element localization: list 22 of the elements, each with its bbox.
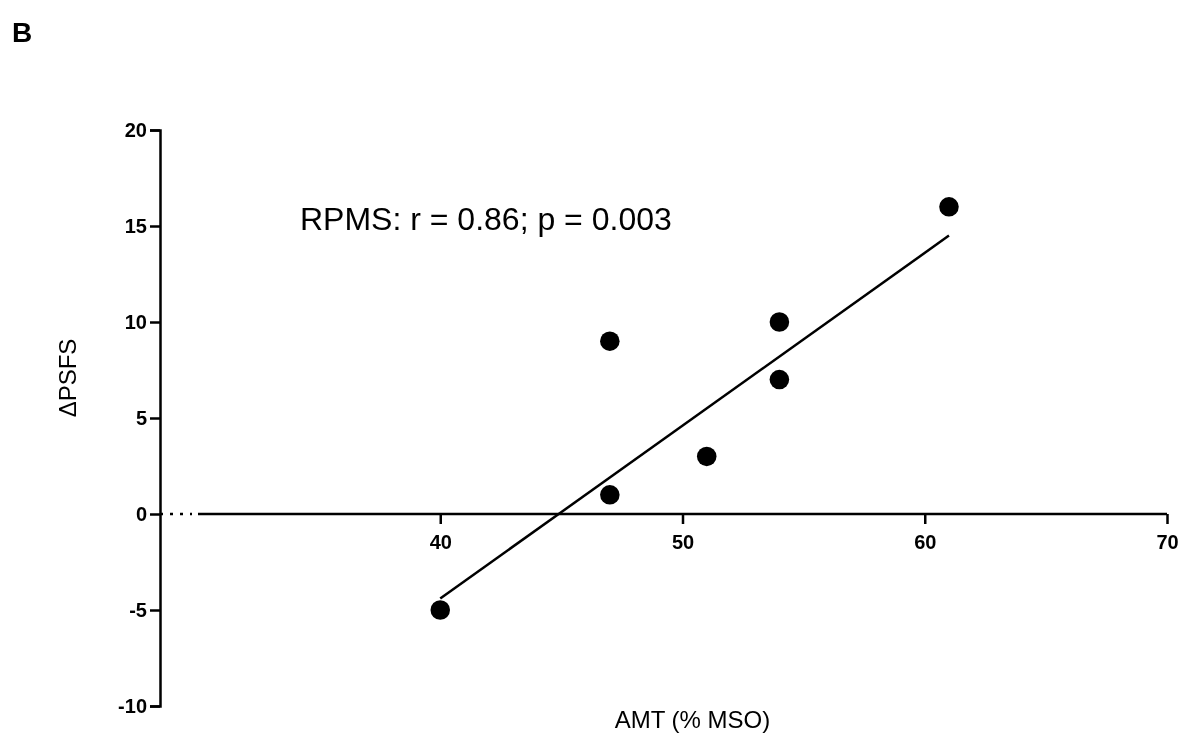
chart-title: B bbox=[12, 17, 33, 48]
point bbox=[696, 446, 717, 467]
x-tick-label: 40 bbox=[429, 531, 452, 553]
point bbox=[600, 485, 620, 505]
point bbox=[769, 312, 790, 332]
y-tick-label: -10 bbox=[118, 694, 147, 717]
y-tick-label: -5 bbox=[129, 598, 147, 621]
x-tick-label: 60 bbox=[914, 531, 937, 553]
y-tick-label: 15 bbox=[124, 214, 147, 237]
annotation: RPMS: r = 0.86; p = 0.003 bbox=[300, 201, 672, 237]
point bbox=[600, 331, 620, 351]
y-tick-label: 20 bbox=[124, 118, 147, 141]
x-tick-label: 50 bbox=[671, 531, 695, 553]
y-tick-label: 0 bbox=[135, 502, 147, 525]
point bbox=[769, 369, 790, 390]
y-tick-label: 10 bbox=[124, 310, 147, 333]
x-tick-label: 70 bbox=[1156, 531, 1179, 553]
x-axis-title: AMT (% MSO) bbox=[614, 706, 771, 733]
y-tick-label: 5 bbox=[135, 406, 147, 429]
point bbox=[430, 600, 451, 620]
y-axis-title: ΔPSFS bbox=[54, 338, 81, 418]
point bbox=[939, 197, 959, 217]
